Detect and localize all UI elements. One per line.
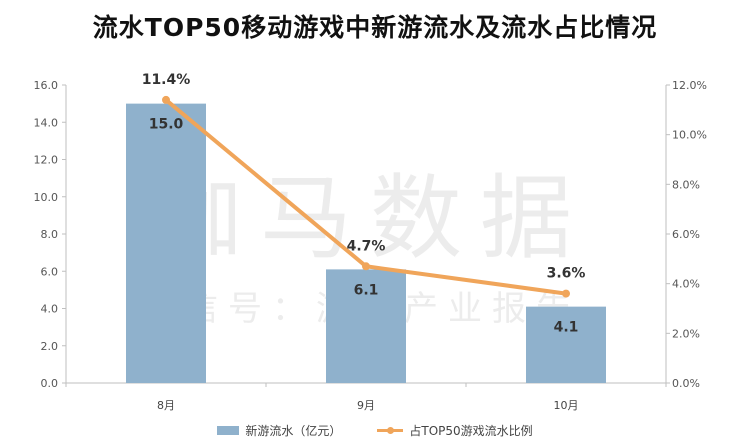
y-left-tick-label: 12.0 [34, 154, 59, 167]
bar [526, 306, 606, 383]
y-right-tick-label: 12.0% [672, 79, 707, 92]
chart-title: 流水TOP50移动游戏中新游流水及流水占比情况 [92, 13, 658, 42]
line-point [562, 289, 570, 298]
y-left-tick-label: 14.0 [34, 116, 59, 129]
x-tick-label: 8月 [157, 399, 175, 412]
y-right-tick-label: 4.0% [672, 278, 700, 291]
svg-text:伽马数据: 伽马数据 [150, 165, 590, 272]
legend-swatch-line [377, 426, 404, 434]
y-left-tick-label: 16.0 [34, 79, 59, 92]
line-point [162, 95, 170, 104]
y-left-tick-label: 8.0 [41, 228, 59, 241]
y-left-tick-label: 6.0 [41, 265, 59, 278]
line-data-label: 3.6% [547, 266, 586, 282]
bar-data-label: 15.0 [149, 117, 184, 133]
line-point [362, 262, 370, 271]
y-left-tick-label: 0.0 [41, 377, 59, 390]
legend-label-bar: 新游流水（亿元） [245, 423, 342, 438]
legend-label-line: 占TOP50游戏流水比例 [409, 423, 533, 438]
y-left-tick-label: 2.0 [41, 340, 59, 353]
line-data-label: 11.4% [142, 72, 191, 88]
x-tick-label: 9月 [357, 399, 375, 412]
watermark: 伽马数据 微信号：游戏产业报告 [140, 165, 590, 329]
y-left-tick-label: 4.0 [41, 303, 59, 316]
legend-item-bar: 新游流水（亿元） [217, 422, 341, 439]
legend: 新游流水（亿元） 占TOP50游戏流水比例 [0, 420, 750, 440]
bar [126, 103, 206, 383]
bar [326, 269, 406, 383]
x-tick-label: 10月 [554, 399, 579, 412]
legend-swatch-bar [217, 425, 240, 435]
line-data-label: 4.7% [347, 238, 386, 254]
legend-item-line: 占TOP50游戏流水比例 [377, 422, 533, 439]
y-right-tick-label: 8.0% [672, 178, 700, 191]
y-right-tick-label: 0.0% [672, 377, 700, 390]
bar-data-label: 4.1 [554, 320, 579, 336]
y-right-tick-label: 10.0% [672, 129, 707, 142]
y-right-tick-label: 2.0% [672, 327, 700, 340]
bar-data-label: 6.1 [354, 282, 379, 298]
y-left-tick-label: 10.0 [34, 191, 59, 204]
y-right-tick-label: 6.0% [672, 228, 700, 241]
